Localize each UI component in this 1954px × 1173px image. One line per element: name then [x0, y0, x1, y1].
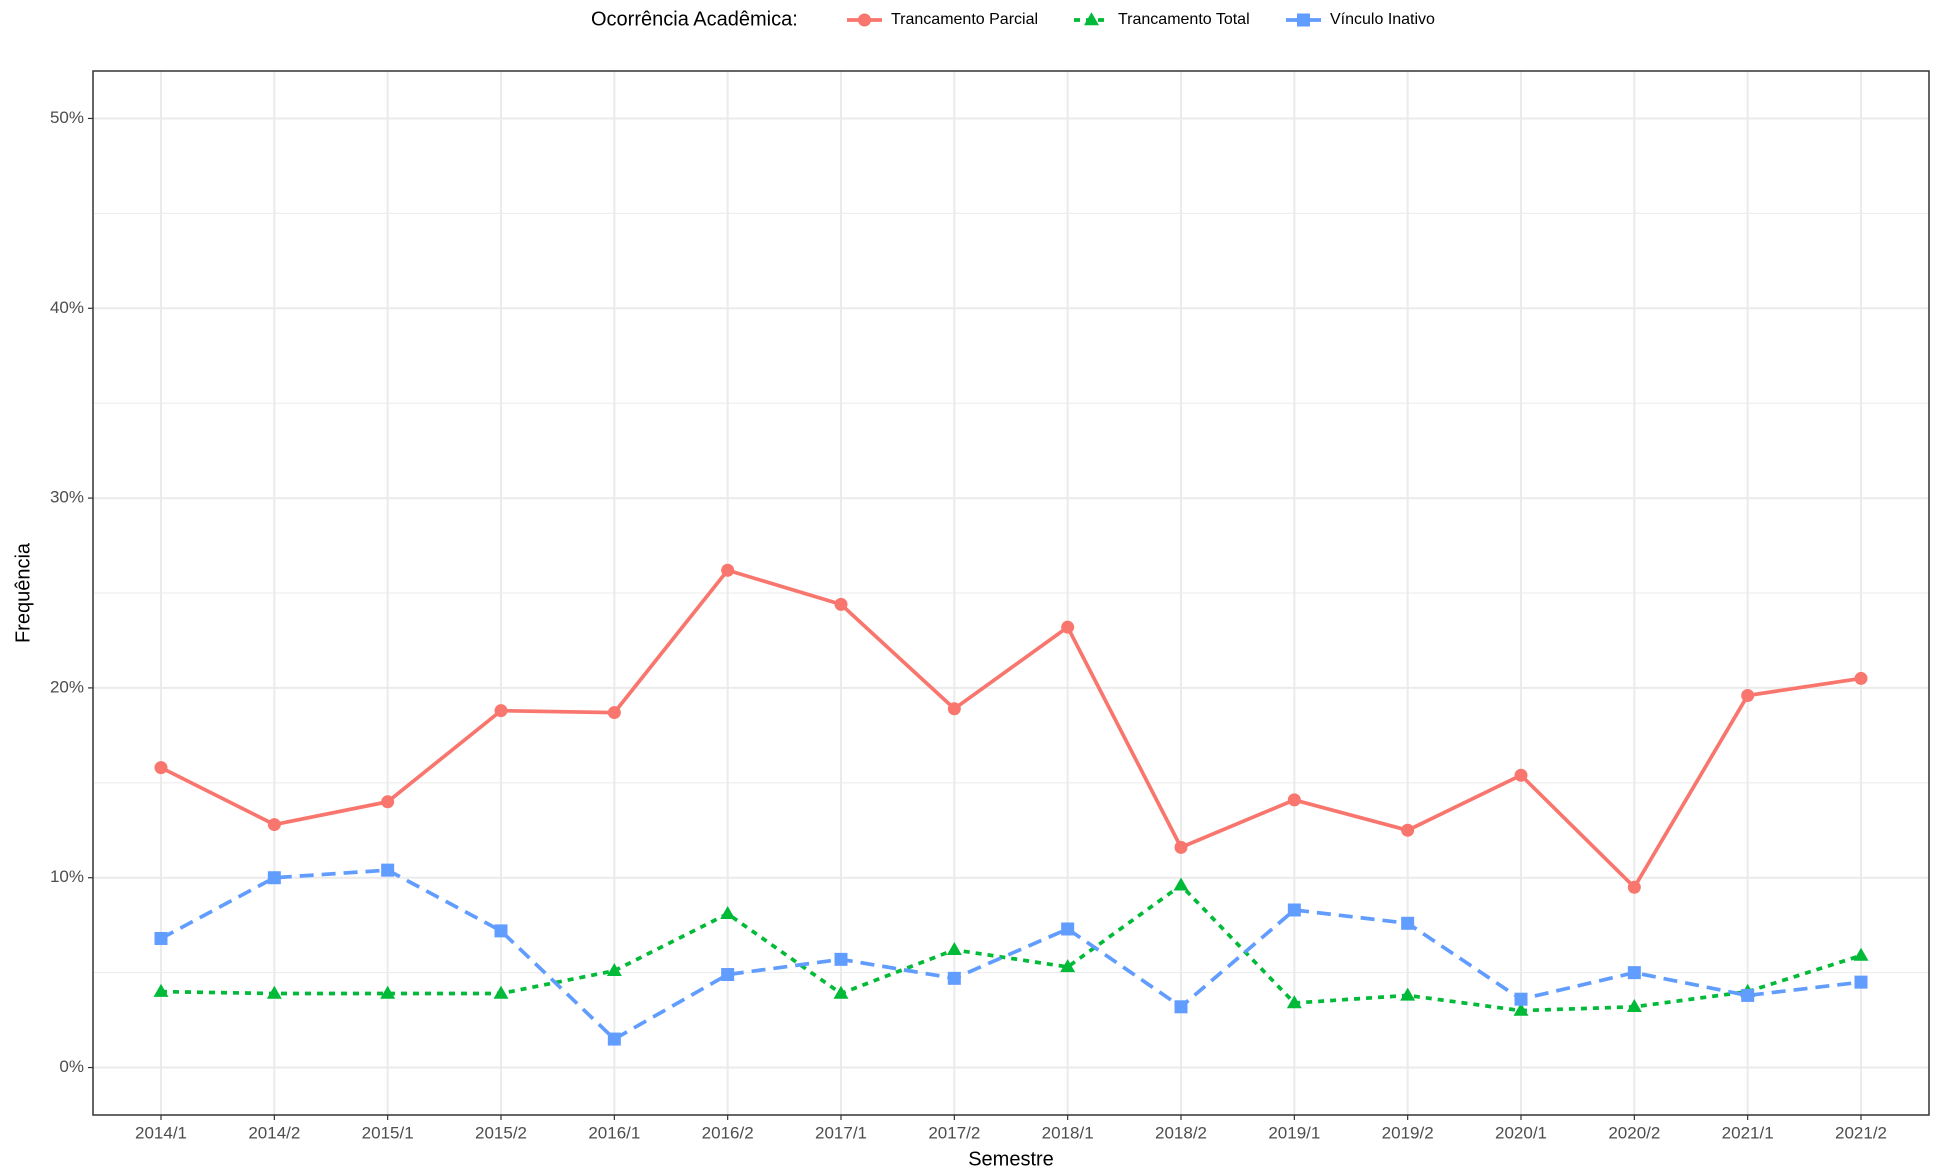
y-tick-label: 40% [50, 298, 84, 317]
y-tick-label: 30% [50, 488, 84, 507]
point [267, 818, 281, 832]
x-tick-label: 2018/1 [1042, 1123, 1094, 1142]
point [1627, 880, 1641, 894]
legend-label: Vínculo Inativo [1330, 11, 1435, 28]
x-tick-label: 2018/2 [1155, 1123, 1207, 1142]
point [1174, 840, 1188, 854]
point [947, 702, 961, 716]
point [606, 962, 622, 976]
point [1400, 987, 1416, 1001]
point [494, 924, 508, 938]
point [1286, 995, 1302, 1009]
x-tick-label: 2021/2 [1835, 1123, 1887, 1142]
point [1854, 975, 1868, 989]
point [154, 931, 168, 945]
x-tick-label: 2021/1 [1722, 1123, 1774, 1142]
x-tick-label: 2016/2 [702, 1123, 754, 1142]
x-tick-label: 2017/2 [928, 1123, 980, 1142]
point [607, 1032, 621, 1046]
point [494, 704, 508, 718]
point [1061, 620, 1075, 634]
point [1626, 999, 1642, 1013]
x-tick-label: 2020/2 [1608, 1123, 1660, 1142]
point [380, 985, 396, 999]
point [720, 905, 736, 919]
x-tick-label: 2019/2 [1382, 1123, 1434, 1142]
y-tick-label: 20% [50, 677, 84, 696]
point [1514, 768, 1528, 782]
point [1627, 966, 1641, 980]
point [833, 985, 849, 999]
point [1173, 877, 1189, 891]
y-tick-label: 0% [59, 1057, 84, 1076]
legend-key-marker [1297, 13, 1310, 27]
series-line [160, 868, 1862, 1042]
point [834, 952, 848, 966]
point [1287, 903, 1301, 917]
point [381, 795, 395, 809]
point [153, 983, 169, 997]
legend-label: Trancamento Total [1118, 11, 1250, 28]
x-tick-label: 2016/1 [588, 1123, 640, 1142]
legend-item: Trancamento Total [1074, 11, 1250, 28]
point [607, 706, 621, 720]
x-tick-label: 2015/2 [475, 1123, 527, 1142]
x-tick-label: 2017/1 [815, 1123, 867, 1142]
point [493, 985, 509, 999]
x-tick-label: 2020/1 [1495, 1123, 1547, 1142]
legend-key-marker [1084, 12, 1099, 26]
y-tick-label: 50% [50, 108, 84, 127]
point [1741, 689, 1755, 703]
point [1853, 947, 1869, 961]
x-tick-label: 2015/1 [362, 1123, 414, 1142]
point [1401, 916, 1415, 930]
y-tick-label: 10% [50, 867, 84, 886]
point [154, 761, 168, 775]
point [267, 871, 281, 885]
point [834, 597, 848, 611]
point [1741, 988, 1755, 1002]
point [1514, 992, 1528, 1006]
x-tick-label: 2014/1 [135, 1123, 187, 1142]
x-axis-title: Semestre [968, 1148, 1054, 1170]
point [721, 563, 735, 577]
point [1513, 1002, 1529, 1016]
legend-label: Trancamento Parcial [891, 11, 1038, 28]
series-line [160, 568, 1862, 891]
x-tick-label: 2014/2 [248, 1123, 300, 1142]
point [381, 863, 395, 877]
legend-item: Vínculo Inativo [1286, 11, 1435, 28]
plot-border [92, 70, 1930, 1116]
point [1174, 1000, 1188, 1014]
x-tick-label: 2019/1 [1268, 1123, 1320, 1142]
point [1854, 671, 1868, 685]
point [266, 985, 282, 999]
point [1401, 823, 1415, 837]
legend-title: Ocorrência Acadêmica: [591, 8, 798, 30]
legend-item: Trancamento Parcial [847, 11, 1038, 28]
legend-key-marker [858, 13, 871, 27]
point [1061, 922, 1075, 936]
point [1060, 959, 1076, 973]
point [947, 971, 961, 985]
point [721, 968, 735, 982]
y-axis-title: Frequência [12, 542, 34, 643]
point [946, 942, 962, 956]
point [1287, 793, 1301, 807]
